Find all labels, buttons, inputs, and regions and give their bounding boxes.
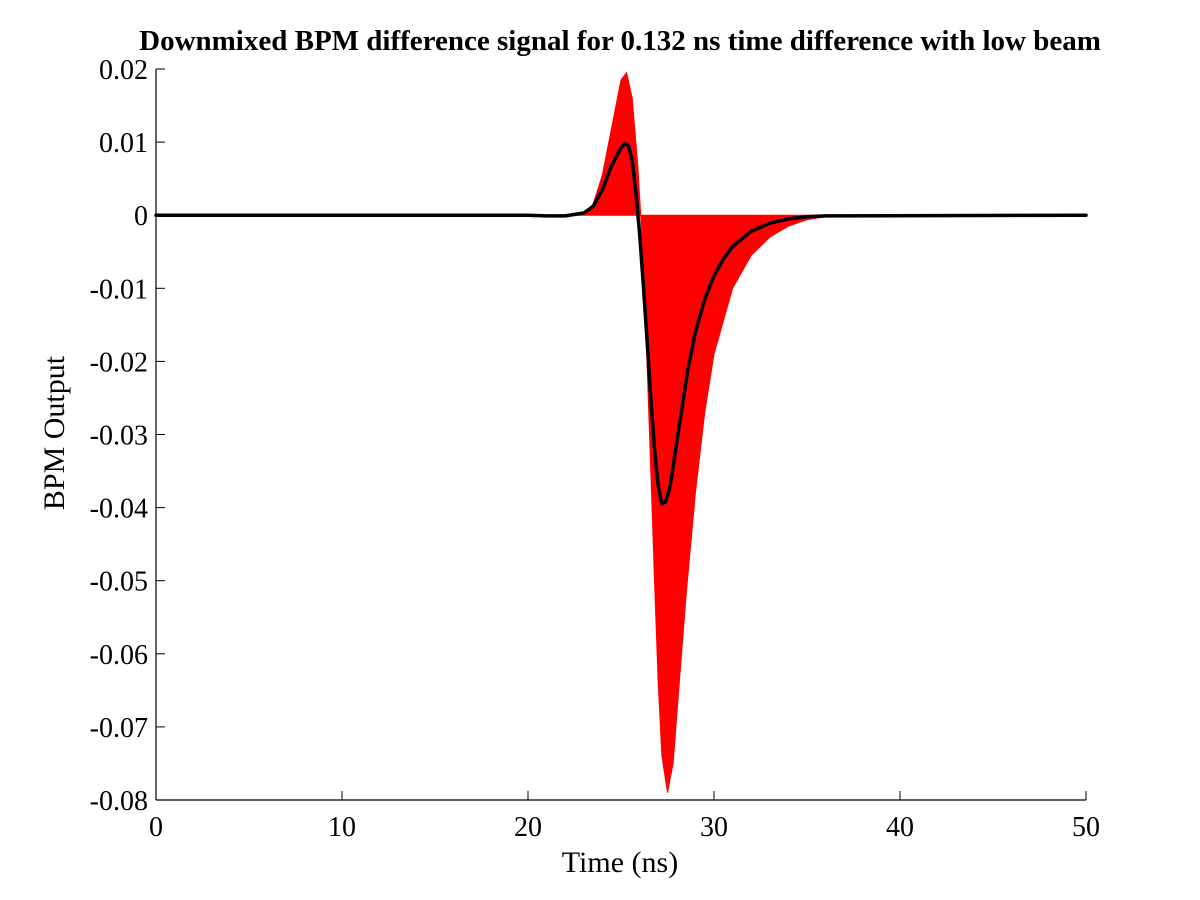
series-1-line (154, 141, 1088, 506)
tick-marks (155, 68, 1087, 801)
y-tick-label: -0.06 (90, 640, 148, 671)
series-0-area (156, 71, 1087, 793)
x-tick-label: 50 (1072, 812, 1100, 843)
x-axis-label: Time (ns) (562, 846, 678, 879)
x-tick-label: 20 (514, 812, 542, 843)
x-tick-label: 0 (149, 812, 163, 843)
plot-area (154, 71, 1088, 793)
y-axis-label: BPM Output (38, 355, 71, 510)
y-tick-label: -0.05 (90, 567, 148, 598)
y-tick-label: 0 (134, 201, 148, 232)
chart-title: Downmixed BPM difference signal for 0.13… (139, 25, 1101, 57)
y-tick-label: -0.02 (90, 347, 148, 378)
x-tick-label: 10 (328, 812, 356, 843)
y-tick-label: 0.02 (99, 55, 148, 86)
y-tick-label: 0.01 (99, 128, 148, 159)
y-tick-label: -0.01 (90, 274, 148, 305)
x-tick-label: 40 (886, 812, 914, 843)
x-tick-label: 30 (700, 812, 728, 843)
y-tick-label: -0.04 (90, 494, 148, 525)
y-tick-label: -0.08 (90, 786, 148, 817)
y-tick-label: -0.07 (90, 713, 148, 744)
y-tick-label: -0.03 (90, 421, 148, 452)
